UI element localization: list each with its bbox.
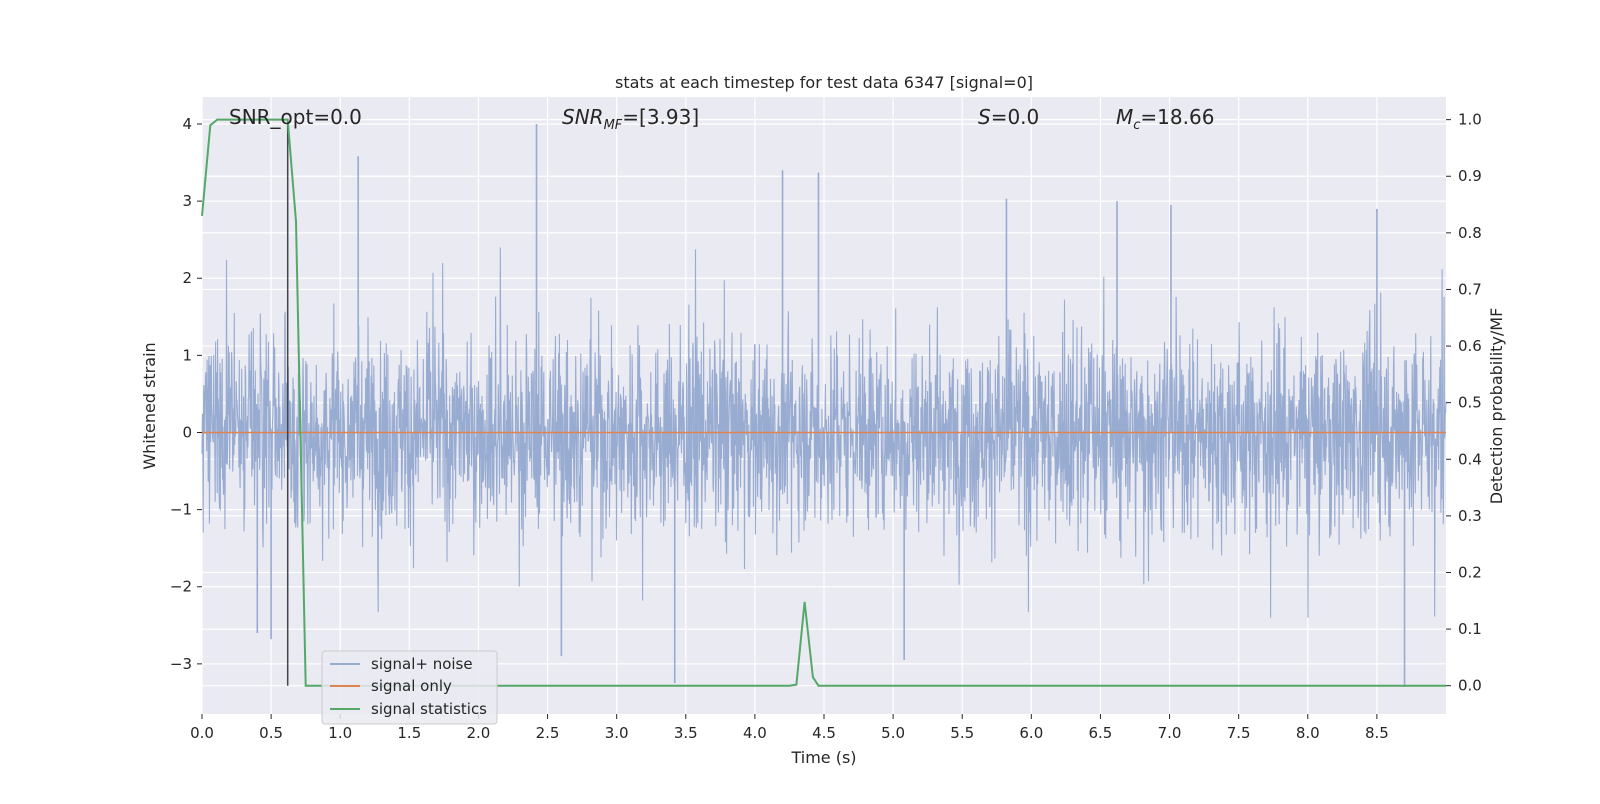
x-tick-label-6: 3.0 xyxy=(605,724,629,742)
series-signal-noise xyxy=(201,123,1447,688)
x-tick-label-0: 0.0 xyxy=(190,724,214,742)
y2-axis-label: Detection probability/MF xyxy=(1487,308,1506,505)
y2-tick-label-3: 0.7 xyxy=(1458,280,1482,298)
y-tick-label-4: 0 xyxy=(182,423,192,441)
x-tick-label-8: 4.0 xyxy=(743,724,767,742)
legend-label-signal-statistics: signal statistics xyxy=(371,700,487,718)
y-axis-label: Whitened strain xyxy=(140,342,159,469)
x-tick-label-11: 5.5 xyxy=(950,724,974,742)
x-axis-ticks: 0.0 0.5 1.0 1.5 2.0 2.5 3.0 3.5 4.0 4.5 5.0 5.5 6.0 6… xyxy=(190,714,1389,742)
x-tick-label-15: 7.5 xyxy=(1227,724,1251,742)
legend-box xyxy=(321,650,498,725)
x-tick-label-10: 5.0 xyxy=(881,724,905,742)
annotation-s: S=0.0 xyxy=(978,105,1039,129)
y2-tick-label-1: 0.9 xyxy=(1458,167,1482,185)
legend-label-signal-noise: signal+ noise xyxy=(371,655,473,673)
y2-axis-ticks: 1.0 0.9 0.8 0.7 0.6 0.5 0.4 0.3 0.2 0.1 0.0 xyxy=(1446,111,1482,695)
annotation-snr-opt: SNR_opt=0.0 xyxy=(229,105,362,129)
y2-tick-label-10: 0.0 xyxy=(1458,677,1482,695)
y-tick-label-1: 3 xyxy=(182,192,192,210)
x-tick-label-9: 4.5 xyxy=(812,724,836,742)
y2-tick-label-7: 0.3 xyxy=(1458,507,1482,525)
chart-title: stats at each timestep for test data 634… xyxy=(615,73,1033,92)
y-tick-label-0: 4 xyxy=(182,115,192,133)
y2-tick-label-0: 1.0 xyxy=(1458,111,1482,129)
x-tick-label-2: 1.0 xyxy=(328,724,352,742)
series-line-signal-noise xyxy=(201,247,1447,618)
y2-tick-label-6: 0.4 xyxy=(1458,450,1482,468)
x-tick-label-16: 8.0 xyxy=(1296,724,1320,742)
annotation-snr-mf: SNRMF=[3.93] xyxy=(562,105,699,133)
series-signal-statistics xyxy=(201,118,1446,687)
y2-tick-label-2: 0.8 xyxy=(1458,224,1482,242)
y2-tick-label-8: 0.2 xyxy=(1458,563,1482,581)
y-axis-ticks: 4 3 2 1 0 −1 −2 −3 xyxy=(170,115,202,673)
x-axis-label: Time (s) xyxy=(790,748,856,767)
annotation-mc: Mc=18.66 xyxy=(1116,105,1214,133)
legend: signal+ noise signal only signal statist… xyxy=(321,650,498,725)
y2-tick-label-5: 0.5 xyxy=(1458,394,1482,412)
x-tick-label-14: 7.0 xyxy=(1158,724,1182,742)
x-tick-label-12: 6.0 xyxy=(1019,724,1043,742)
y2-tick-label-4: 0.6 xyxy=(1458,337,1482,355)
x-tick-label-4: 2.0 xyxy=(467,724,491,742)
y-tick-label-5: −1 xyxy=(170,501,192,519)
x-tick-label-17: 8.5 xyxy=(1365,724,1389,742)
x-tick-label-7: 3.5 xyxy=(674,724,698,742)
x-tick-label-1: 0.5 xyxy=(259,724,283,742)
x-tick-label-5: 2.5 xyxy=(536,724,560,742)
y2-tick-label-9: 0.1 xyxy=(1458,620,1482,638)
y-tick-label-7: −3 xyxy=(170,655,192,673)
series-line-signal-statistics xyxy=(201,118,1446,687)
x-tick-label-13: 6.5 xyxy=(1089,724,1113,742)
legend-label-signal-only: signal only xyxy=(371,677,452,695)
y-tick-label-6: −2 xyxy=(170,578,192,596)
x-tick-label-3: 1.5 xyxy=(397,724,421,742)
y-tick-label-3: 1 xyxy=(182,346,192,364)
y-tick-label-2: 2 xyxy=(182,269,192,287)
grid xyxy=(201,97,1446,714)
